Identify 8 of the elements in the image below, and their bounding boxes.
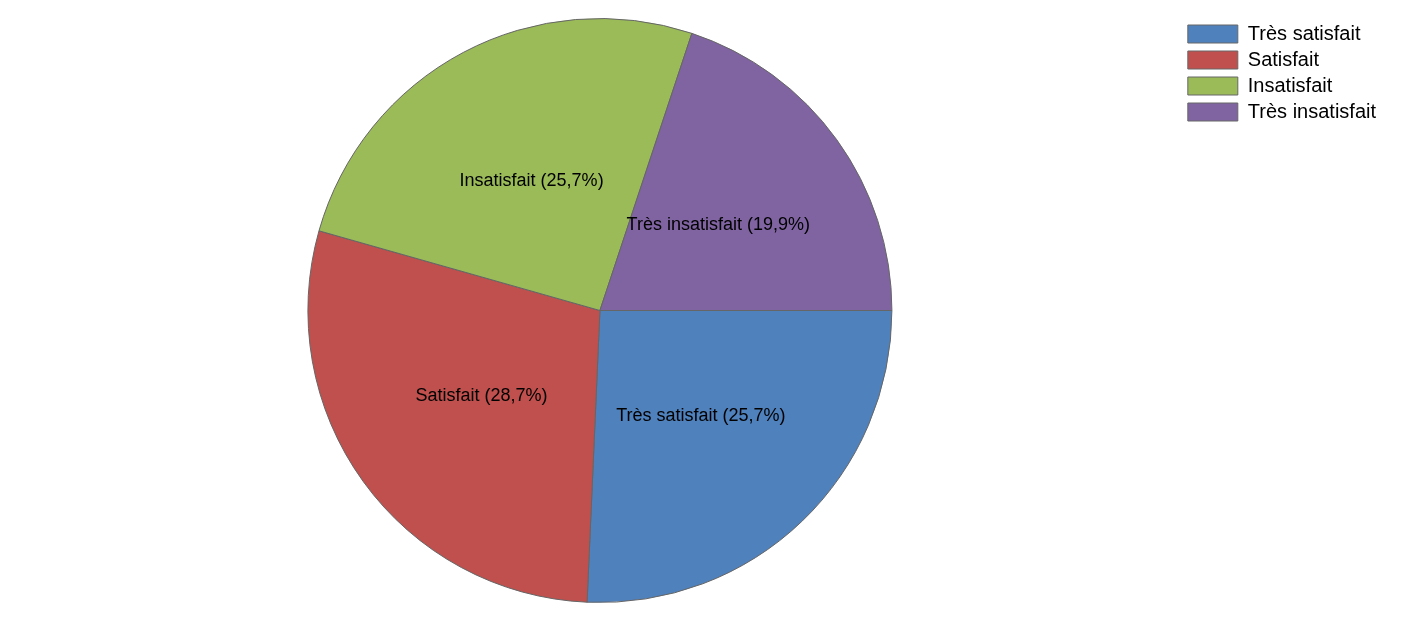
data-label: Insatisfait (25,7%) (459, 170, 604, 191)
legend-label: Très satisfait (1247, 21, 1361, 44)
legend-label: Satisfait (1247, 47, 1320, 70)
data-label: Très satisfait (25,7%) (616, 404, 786, 425)
data-label: Très insatisfait (19,9%) (626, 214, 810, 235)
data-label: Satisfait (28,7%) (415, 384, 548, 405)
legend-label: Insatisfait (1247, 73, 1333, 96)
legend-label: Très insatisfait (1247, 99, 1377, 122)
